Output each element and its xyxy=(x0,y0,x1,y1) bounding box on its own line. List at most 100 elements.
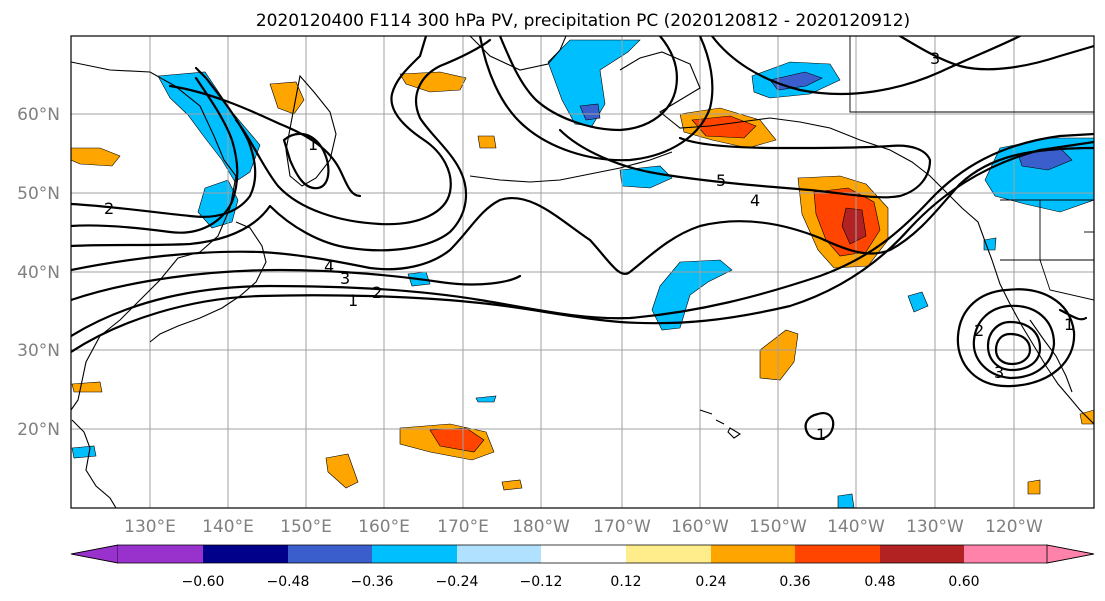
orange-area-japan-sea xyxy=(399,71,467,93)
colorbar-bin xyxy=(288,545,372,563)
colorbar-tick-label: 0.12 xyxy=(610,574,641,590)
map-panel: 2 4 3 2 1 5 4 3 1 2 3 1 1 60°N 50°N 40°N… xyxy=(17,35,1095,537)
contour-3-central xyxy=(71,268,522,302)
contour-label-2-west: 2 xyxy=(104,199,114,218)
coastline-chukotka xyxy=(469,36,567,71)
lon-label-170e: 170°E xyxy=(437,517,489,537)
lat-label-30n: 30°N xyxy=(17,341,60,361)
contour-label-3-northeast: 3 xyxy=(930,49,940,68)
contour-label-1-baja: 1 xyxy=(1064,315,1074,334)
contour-hawaii-loop xyxy=(804,412,835,440)
map-frame xyxy=(70,35,1095,509)
colorbar-tick-label: −0.24 xyxy=(436,574,479,590)
contour-labels: 2 4 3 2 1 5 4 3 1 2 3 1 1 xyxy=(104,49,1074,444)
colorbar-tick-label: 0.60 xyxy=(948,574,979,590)
longitude-labels: 130°E 140°E 150°E 160°E 170°E 180°W 170°… xyxy=(124,517,1043,537)
lon-label-150e: 150°E xyxy=(280,517,332,537)
lat-label-60n: 60°N xyxy=(17,105,60,125)
lon-label-130w: 130°W xyxy=(906,517,964,537)
colorbar-extend-min xyxy=(70,544,119,564)
contour-5-east xyxy=(558,128,932,199)
coastline-alaska xyxy=(619,51,993,261)
figure-title: 2020120400 F114 300 hPa PV, precipitatio… xyxy=(256,11,910,31)
contour-2-west xyxy=(71,66,257,218)
colorbar-tick-label: −0.36 xyxy=(351,574,394,590)
colorbar-extend-max xyxy=(1046,544,1095,564)
orange-area-west xyxy=(71,147,121,167)
colorbar-bin xyxy=(118,545,203,563)
colorbar-tick-label: 0.36 xyxy=(779,574,810,590)
colorbar-tick-label: −0.12 xyxy=(520,574,563,590)
orange-area-subtropics xyxy=(759,329,799,381)
contour-1-central xyxy=(71,140,1094,354)
coastline-kamchatka xyxy=(285,74,337,187)
coastline-north-america xyxy=(991,259,1094,425)
contour-bering-1 xyxy=(498,36,678,132)
colorbar-bin xyxy=(711,545,795,563)
colorbar-bin xyxy=(203,545,288,563)
contour-ridge-3 xyxy=(234,36,452,226)
orange-area-kuril xyxy=(269,81,305,115)
colorbar-bin xyxy=(626,545,711,563)
red-area-central-pacific xyxy=(429,427,485,453)
contour-4-central xyxy=(71,146,1094,275)
colorbar-bin xyxy=(457,545,541,563)
colorbar-tick-label: 0.48 xyxy=(864,574,895,590)
contour-cutoff-2 xyxy=(972,304,1056,380)
lon-label-170w: 170°W xyxy=(593,517,651,537)
lat-label-20n: 20°N xyxy=(17,420,60,440)
orange-area-small-1 xyxy=(477,135,497,149)
contour-label-4-east: 4 xyxy=(750,191,760,210)
blue-area-small-3 xyxy=(475,395,497,403)
blue-area-small-4 xyxy=(71,445,97,459)
contour-label-3-central: 3 xyxy=(340,269,350,288)
contour-3-northeast xyxy=(898,36,1094,71)
contour-ridge-1 xyxy=(71,76,239,234)
orange-area-south-1 xyxy=(325,453,359,489)
colorbar-bin xyxy=(880,545,964,563)
contour-trough-north xyxy=(168,84,362,198)
contour-label-3-cutoff-low: 3 xyxy=(994,363,1004,382)
contour-2-central xyxy=(71,132,1094,338)
colorbar-outline xyxy=(70,544,1095,564)
contour-label-1-hawaii: 1 xyxy=(816,425,826,444)
colorbar-tick-label: 0.24 xyxy=(695,574,726,590)
contour-cutoff-3 xyxy=(986,320,1042,372)
coastline-hawaii xyxy=(699,409,742,439)
blue-area-small-1 xyxy=(907,291,929,313)
contour-label-1-central: 1 xyxy=(348,291,358,310)
lon-label-140e: 140°E xyxy=(202,517,254,537)
contour-bering-2 xyxy=(478,36,714,162)
contour-ridge-2 xyxy=(71,38,492,252)
orange-area-south-2 xyxy=(501,479,523,491)
blue-area-bering xyxy=(547,39,641,127)
contour-cutoff-outer xyxy=(956,288,1076,388)
contour-label-2-central: 2 xyxy=(372,283,382,302)
contour-label-4-central: 4 xyxy=(324,257,334,276)
darkred-area-gulf-of-alaska xyxy=(841,207,867,245)
lon-label-130e: 130°E xyxy=(124,517,176,537)
colorbar-tick-label: −0.48 xyxy=(267,574,310,590)
coastline-aleutians xyxy=(469,151,673,183)
contour-alaska-north xyxy=(710,36,1022,95)
contour-cutoff-4 xyxy=(994,332,1032,366)
darkblue-area-bering xyxy=(579,103,601,121)
colorbar-tick-label: −0.60 xyxy=(182,574,225,590)
latitude-labels: 60°N 50°N 40°N 30°N 20°N xyxy=(17,105,60,440)
lat-label-40n: 40°N xyxy=(17,263,60,283)
orange-area-south-3 xyxy=(1027,479,1041,495)
political-borders xyxy=(849,36,1094,301)
colorbar-bin xyxy=(372,545,457,563)
lon-label-180w: 180°W xyxy=(512,517,570,537)
lon-label-140w: 140°W xyxy=(827,517,885,537)
lat-label-50n: 50°N xyxy=(17,184,60,204)
colorbar-bin xyxy=(964,545,1047,563)
contour-baja-1 xyxy=(1058,308,1088,321)
lon-label-160e: 160°E xyxy=(358,517,410,537)
lon-label-160w: 160°W xyxy=(671,517,729,537)
blue-area-small-5 xyxy=(837,493,855,508)
colorbar-bin xyxy=(795,545,880,563)
contour-label-2-cutoff-low: 2 xyxy=(974,321,984,340)
colorbar-bin xyxy=(541,545,626,563)
